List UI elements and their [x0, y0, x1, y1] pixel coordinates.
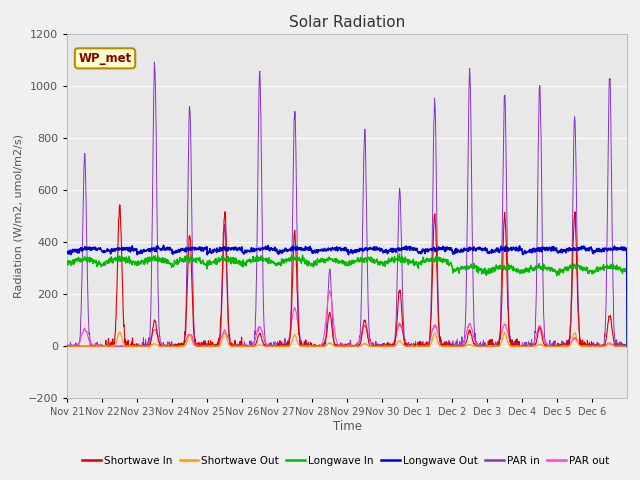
Title: Solar Radiation: Solar Radiation: [289, 15, 405, 30]
Legend: Shortwave In, Shortwave Out, Longwave In, Longwave Out, PAR in, PAR out: Shortwave In, Shortwave Out, Longwave In…: [78, 452, 613, 470]
Text: WP_met: WP_met: [79, 52, 132, 65]
Y-axis label: Radiation (W/m2, umol/m2/s): Radiation (W/m2, umol/m2/s): [13, 134, 24, 298]
X-axis label: Time: Time: [333, 420, 362, 433]
